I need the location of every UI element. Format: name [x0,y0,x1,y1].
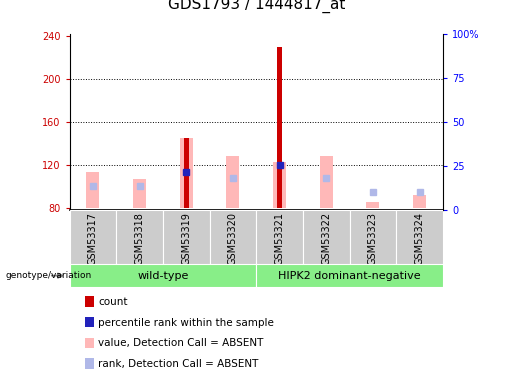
Bar [116,210,163,264]
Text: count: count [98,297,128,307]
Bar [184,138,188,208]
Text: GSM53321: GSM53321 [274,212,285,265]
Bar [366,202,380,208]
Text: GSM53322: GSM53322 [321,212,331,265]
Bar [180,138,193,208]
Text: GSM53323: GSM53323 [368,212,378,265]
Bar [320,156,333,208]
Bar [256,210,303,264]
Text: percentile rank within the sample: percentile rank within the sample [98,318,274,327]
Bar [413,195,426,208]
Bar [256,264,443,287]
Text: GSM53317: GSM53317 [88,212,98,265]
Bar [70,264,256,287]
Text: wild-type: wild-type [137,271,188,280]
Bar [303,210,350,264]
Bar [273,162,286,208]
Text: GSM53320: GSM53320 [228,212,238,265]
Bar [277,46,282,208]
Bar [210,210,256,264]
Text: rank, Detection Call = ABSENT: rank, Detection Call = ABSENT [98,359,259,369]
Bar [227,156,239,208]
Bar [396,210,443,264]
Bar [163,210,210,264]
Bar [87,172,99,208]
Text: HIPK2 dominant-negative: HIPK2 dominant-negative [278,271,421,280]
Text: GSM53324: GSM53324 [415,212,424,265]
Text: value, Detection Call = ABSENT: value, Detection Call = ABSENT [98,338,264,348]
Bar [350,210,396,264]
Bar [133,179,146,208]
Text: genotype/variation: genotype/variation [5,271,91,280]
Bar [70,210,116,264]
Text: GSM53319: GSM53319 [181,212,191,265]
Text: GDS1793 / 1444817_at: GDS1793 / 1444817_at [167,0,345,13]
Text: GSM53318: GSM53318 [134,212,145,265]
